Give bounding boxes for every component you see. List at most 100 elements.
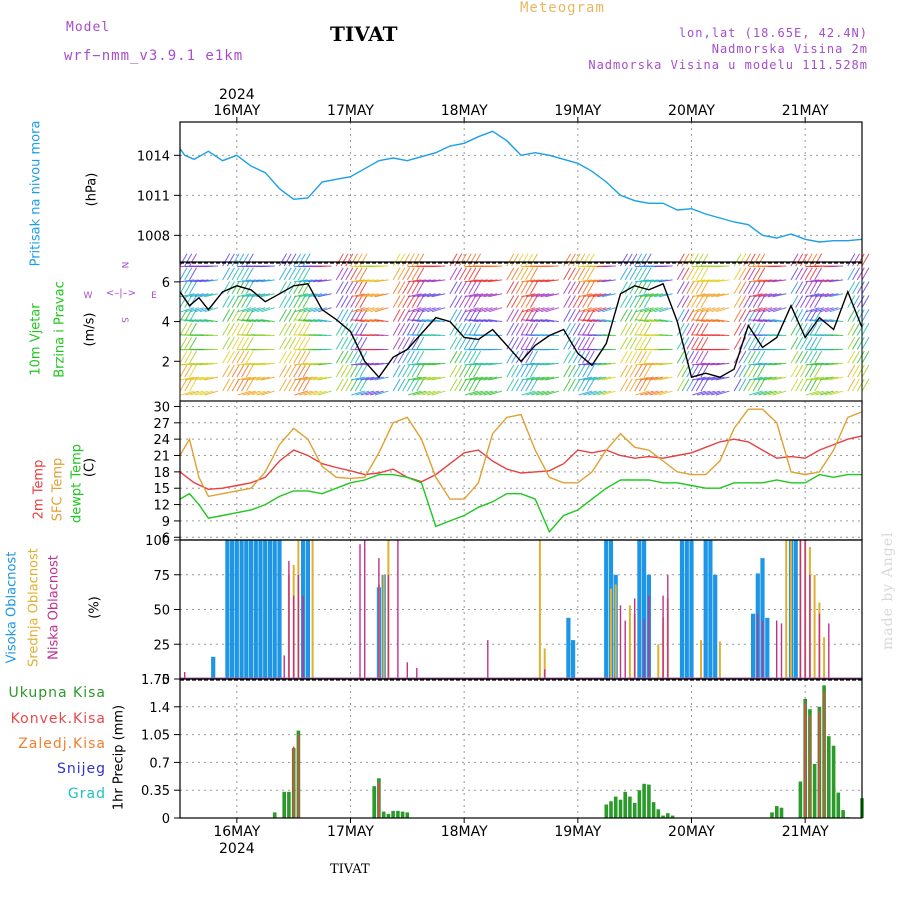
wind-barb [354, 295, 363, 308]
wind-barb [340, 253, 349, 267]
high-cloud-label: Visoka Oblacnost [4, 551, 20, 664]
wind-barb [360, 279, 375, 283]
wind-barb [847, 350, 856, 364]
wind-barb [241, 336, 250, 350]
wind-barb [772, 307, 787, 313]
wind-barb [586, 350, 595, 364]
wind-barb [340, 364, 349, 378]
wind-barb [194, 307, 209, 313]
wind-barb [317, 334, 332, 336]
wind-barb [473, 362, 488, 366]
wind-barb [199, 362, 214, 366]
wind-barb [297, 295, 306, 308]
wind-barb [824, 293, 839, 298]
wind-barb [422, 390, 436, 396]
wind-barb [464, 376, 479, 381]
wind-barb [236, 253, 245, 267]
wind-barb [426, 307, 441, 313]
wind-barb [695, 253, 704, 267]
wind-barb [237, 293, 252, 298]
wind-barb [815, 293, 829, 298]
wind-barb [180, 319, 195, 323]
wind-barb [624, 378, 633, 392]
wind-barb [515, 364, 524, 378]
wind-barb [411, 295, 420, 308]
wind-barb [706, 293, 721, 298]
cloud-ytick-label: 25 [153, 638, 170, 653]
wind-barb [577, 267, 586, 281]
wind-barb [691, 295, 699, 308]
wind-barb [422, 307, 436, 313]
wind-barb [463, 253, 472, 267]
sfc-label: SFC Temp [50, 457, 66, 522]
wind-barb [629, 295, 638, 308]
wind-barb [535, 319, 550, 323]
cloud-bar-1 [311, 540, 314, 679]
wind-barb [350, 267, 358, 281]
wind-barb [520, 323, 529, 336]
wind-barb [431, 265, 446, 268]
wind-barb [544, 319, 559, 323]
wind-barb [540, 362, 555, 366]
wind-barb [515, 253, 524, 267]
wind-barb [526, 319, 541, 323]
wind-barb [449, 323, 458, 336]
wind-barb [374, 362, 389, 366]
wind-barb [696, 319, 711, 323]
wind-barb [236, 350, 245, 364]
wind-barb [298, 279, 313, 283]
wind-barb [473, 267, 482, 281]
cloud-bar-0 [642, 540, 647, 679]
wind-barb [810, 362, 825, 366]
wind-barb [369, 319, 384, 323]
wind-barb [454, 281, 463, 295]
precip-ytick-label: 1.05 [141, 729, 170, 744]
wind-barb [748, 390, 763, 396]
wind-barb [294, 307, 309, 313]
wind-barb [236, 323, 245, 336]
wind-barb [757, 364, 766, 378]
wind-barb [350, 279, 365, 283]
wind-barb [288, 281, 297, 295]
wind-barb [355, 319, 370, 323]
wind-barb [526, 279, 541, 283]
wind-barb [308, 307, 323, 313]
wind-barb [691, 350, 699, 364]
wind-barb [692, 390, 706, 396]
wind-barb [804, 323, 813, 336]
wind-barb [237, 390, 252, 396]
wind-barb [412, 362, 427, 366]
wind-barb [715, 265, 730, 268]
wind-barb [454, 336, 463, 350]
precip-label: 1hr Precip (mm) [111, 704, 127, 811]
wind-barb [747, 281, 756, 295]
cloud-bar-1 [614, 584, 617, 679]
precip-bar-0 [647, 784, 651, 818]
wind-barb [488, 293, 503, 298]
top-date-label: 17MAY [327, 103, 374, 119]
wind-barb [582, 323, 591, 336]
wind-barb [809, 281, 818, 295]
wind-barb [819, 279, 834, 283]
wind-barb [350, 376, 365, 381]
wind-barb [711, 307, 725, 313]
wind-barb [416, 364, 425, 378]
wind-barb [222, 323, 231, 336]
wind-barb [469, 293, 484, 298]
wind-barb [525, 350, 534, 364]
wind-barb [260, 279, 275, 283]
wind-barb [458, 253, 467, 267]
wind-barb [758, 293, 773, 298]
wind-barb [763, 307, 777, 313]
wind-barb [578, 319, 593, 323]
cloud-bar-1 [538, 540, 541, 679]
wind-barb [757, 378, 766, 392]
wind-barb [809, 350, 818, 364]
wind-barb [463, 378, 472, 392]
top-date-label: 19MAY [554, 103, 601, 119]
wind-barb [525, 281, 534, 295]
wind-barb [582, 293, 597, 298]
wind-barb [799, 267, 808, 281]
wind-speed-line [179, 282, 863, 379]
